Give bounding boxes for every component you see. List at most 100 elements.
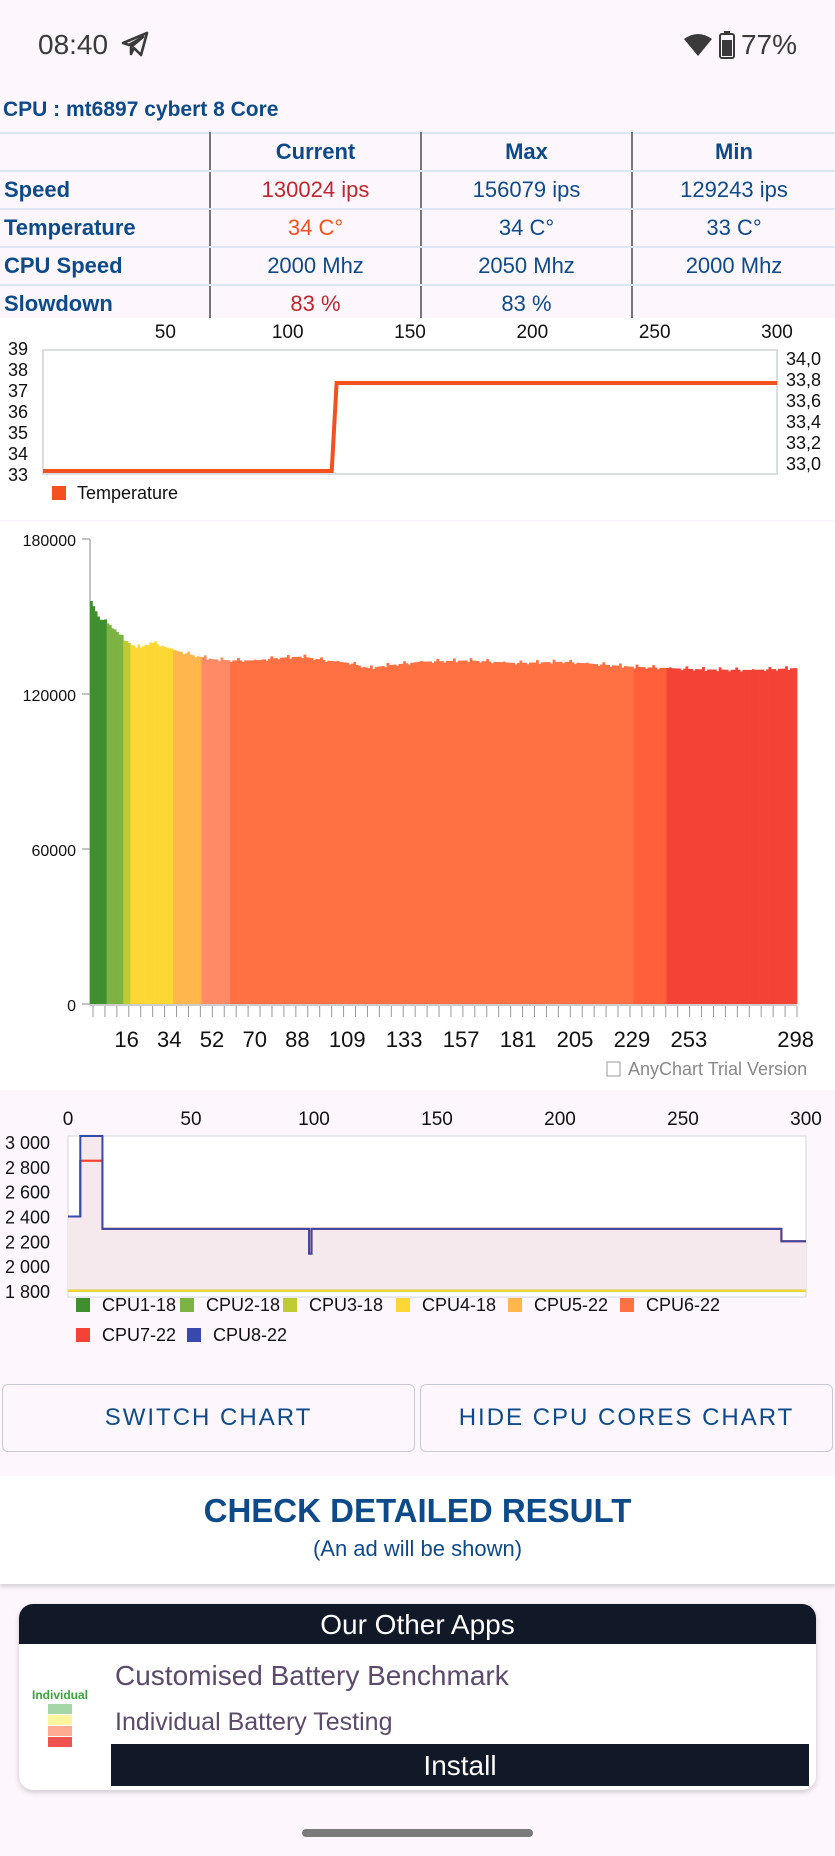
speed-bar: [633, 668, 637, 1004]
speed-bar: [668, 667, 672, 1004]
cell-current: 34 C°: [210, 208, 422, 248]
install-button[interactable]: Install: [111, 1744, 809, 1786]
legend-label: CPU7-22: [102, 1325, 176, 1345]
temp-plot-area: [42, 349, 778, 475]
speed-bar: [500, 662, 504, 1004]
speed-bar: [678, 668, 682, 1004]
speed-bar: [448, 660, 452, 1004]
speed-bar: [263, 659, 266, 1004]
speed-bar: [744, 669, 748, 1004]
speed-bar: [154, 641, 157, 1004]
speed-bar: [751, 669, 755, 1004]
table-row: Temperature 34 C° 34 C° 33 C°: [0, 208, 835, 248]
speed-bar: [101, 619, 105, 1004]
row-label: Speed: [0, 170, 211, 210]
speed-bar: [246, 660, 250, 1004]
speed-bar: [547, 662, 551, 1004]
speed-bar: [168, 648, 172, 1004]
speed-bar: [690, 668, 694, 1004]
speed-bar: [94, 611, 98, 1004]
x-tick-label: 34: [157, 1027, 181, 1052]
speed-bar: [256, 660, 259, 1004]
speed-bar: [305, 657, 309, 1004]
speed-bar: [201, 657, 205, 1004]
speed-bar: [339, 661, 342, 1004]
speed-bar: [697, 669, 701, 1004]
speed-bar: [571, 662, 575, 1004]
legend-label: CPU3-18: [309, 1295, 383, 1315]
anychart-logo-icon: [606, 1061, 621, 1077]
speed-bar: [654, 667, 658, 1004]
speed-bar: [265, 660, 269, 1004]
speed-bar: [158, 646, 162, 1004]
speed-bar: [377, 666, 380, 1004]
speed-bar: [327, 660, 331, 1004]
speed-bar: [645, 668, 648, 1004]
legend-label: CPU5-22: [534, 1295, 608, 1315]
speed-bar: [90, 601, 93, 1004]
hide-cpu-cores-button[interactable]: HIDE CPU CORES CHART: [420, 1384, 833, 1452]
speed-bar: [381, 665, 385, 1004]
speed-bar: [151, 642, 155, 1004]
legend-swatch: [283, 1298, 297, 1312]
y-left-tick-label: 37: [8, 381, 28, 401]
x-tick-label: 88: [285, 1027, 309, 1052]
check-detailed-result-button[interactable]: CHECK DETAILED RESULT (An ad will be sho…: [0, 1476, 835, 1584]
speed-bar: [455, 662, 459, 1004]
speed-bar: [99, 619, 103, 1004]
speed-bar: [222, 659, 226, 1004]
speed-bar: [303, 654, 307, 1004]
speed-bar: [294, 656, 297, 1004]
row-label: Temperature: [0, 208, 211, 248]
speed-bar: [225, 660, 229, 1004]
y-right-tick-label: 33,6: [786, 391, 821, 411]
y-tick-label: 2 200: [5, 1232, 50, 1252]
speed-bar: [372, 668, 376, 1004]
y-left-tick-label: 33: [8, 465, 28, 485]
speed-bar: [740, 671, 743, 1004]
speed-bar: [576, 662, 580, 1004]
speed-bar: [270, 656, 274, 1004]
speed-bar: [692, 670, 696, 1004]
speed-bar: [766, 669, 769, 1004]
speed-bar: [405, 663, 409, 1004]
speed-bar: [597, 665, 601, 1004]
speed-bar: [607, 664, 610, 1004]
speed-bar: [747, 669, 750, 1004]
speed-bar: [602, 662, 606, 1004]
speed-bar: [199, 656, 202, 1004]
switch-chart-button[interactable]: SWITCH CHART: [2, 1384, 415, 1452]
cell-min: 129243 ips: [632, 170, 835, 210]
legend-swatch: [76, 1328, 90, 1342]
x-tick-label: 50: [180, 1109, 201, 1130]
speed-bar: [320, 657, 323, 1004]
speed-bar: [730, 669, 734, 1004]
y-left-tick-label: 36: [8, 402, 28, 422]
speed-bar: [310, 658, 314, 1004]
x-tick-label: 16: [114, 1027, 138, 1052]
speed-bar: [661, 667, 665, 1004]
speed-bar: [711, 669, 715, 1004]
speed-bar: [146, 645, 150, 1004]
y-left-tick-label: 34: [8, 444, 28, 464]
table-header-blank: [0, 132, 211, 172]
speed-bar: [566, 662, 570, 1004]
y-right-tick-label: 34,0: [786, 349, 821, 369]
speed-bar: [137, 644, 141, 1004]
speed-bar: [424, 661, 428, 1004]
speed-bar: [412, 662, 416, 1004]
speed-bar: [348, 664, 352, 1004]
speed-bar: [106, 623, 110, 1004]
speed-bar: [165, 647, 169, 1004]
speed-bar: [592, 663, 596, 1004]
speed-bar: [218, 661, 221, 1004]
cell-max: 2050 Mhz: [421, 246, 633, 286]
x-tick-label: 300: [761, 322, 793, 343]
speed-bar: [415, 662, 418, 1004]
home-indicator[interactable]: [302, 1829, 533, 1837]
status-time: 08:40: [38, 29, 109, 60]
speed-bar: [495, 661, 499, 1004]
speed-bar: [282, 657, 285, 1004]
speed-bar: [621, 667, 625, 1004]
speed-bar: [507, 662, 511, 1004]
